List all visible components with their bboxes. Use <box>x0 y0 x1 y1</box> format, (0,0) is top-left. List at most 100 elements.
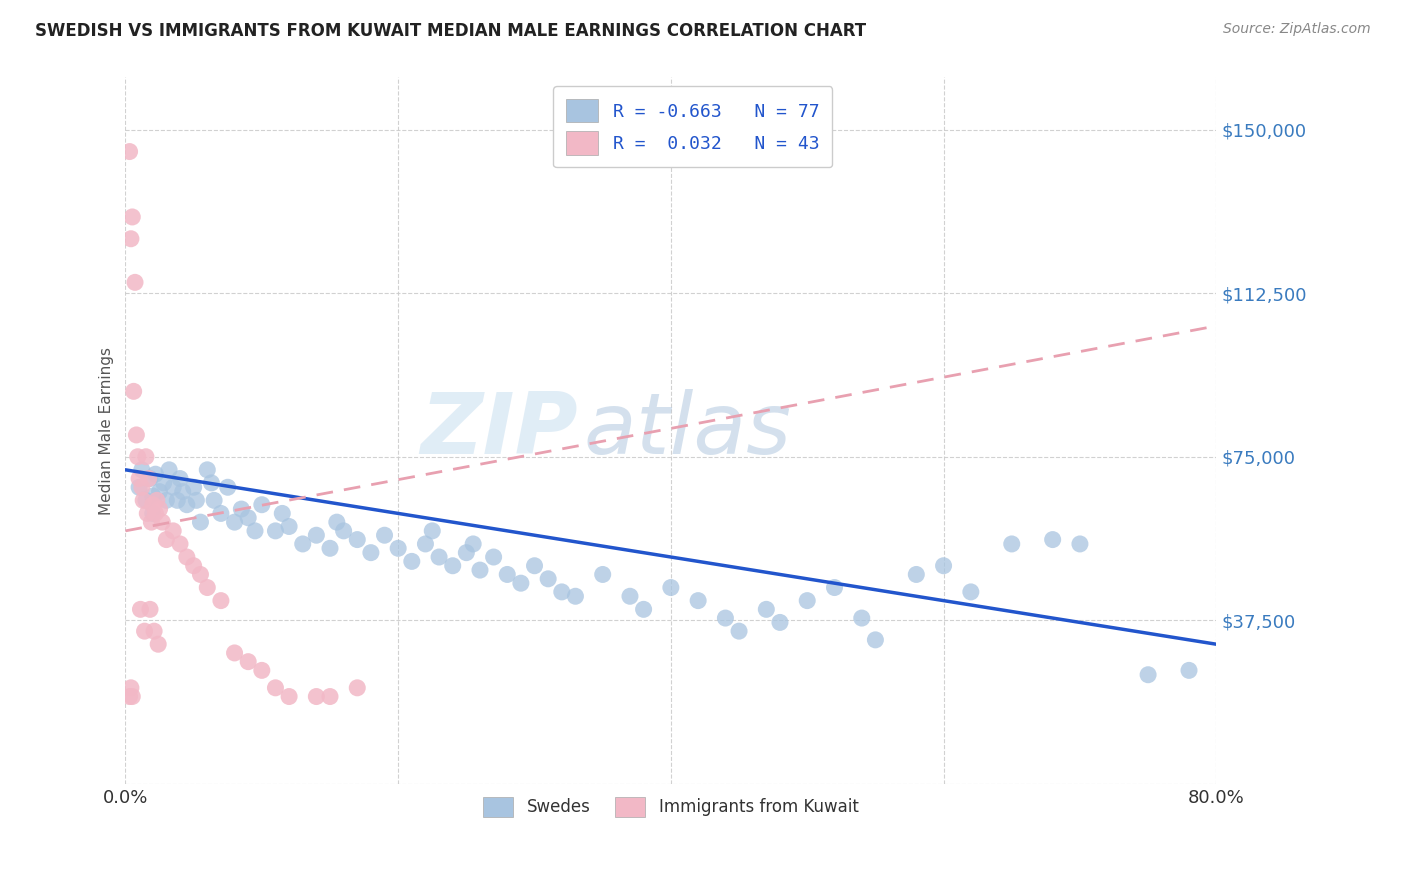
Point <box>169 537 191 551</box>
Point <box>1178 664 1201 678</box>
Point <box>124 276 146 290</box>
Point <box>183 480 205 494</box>
Point <box>224 646 246 660</box>
Point <box>162 480 184 494</box>
Point <box>152 475 174 490</box>
Point <box>346 681 368 695</box>
Point <box>319 690 342 704</box>
Point <box>143 624 166 639</box>
Point <box>714 611 737 625</box>
Point <box>169 471 191 485</box>
Point <box>250 664 273 678</box>
Point <box>148 637 170 651</box>
Point <box>139 471 162 485</box>
Point <box>415 537 437 551</box>
Point <box>346 533 368 547</box>
Point <box>688 593 710 607</box>
Text: ZIP: ZIP <box>420 389 578 472</box>
Point <box>271 507 294 521</box>
Point <box>427 549 450 564</box>
Point <box>150 515 173 529</box>
Point <box>360 546 382 560</box>
Point <box>131 480 153 494</box>
Point <box>243 524 266 538</box>
Point <box>148 502 170 516</box>
Point <box>141 515 163 529</box>
Point <box>441 558 464 573</box>
Point <box>238 510 260 524</box>
Point <box>769 615 792 630</box>
Point <box>291 537 314 551</box>
Point <box>659 581 682 595</box>
Point <box>202 493 225 508</box>
Point <box>186 493 208 508</box>
Point <box>142 507 165 521</box>
Point <box>238 655 260 669</box>
Point <box>120 681 142 695</box>
Point <box>209 507 232 521</box>
Point <box>319 541 342 556</box>
Point <box>960 585 983 599</box>
Point <box>136 507 159 521</box>
Point <box>905 567 928 582</box>
Point <box>250 498 273 512</box>
Point <box>619 589 641 603</box>
Point <box>138 471 160 485</box>
Point <box>135 493 157 508</box>
Point <box>482 549 505 564</box>
Point <box>217 480 239 494</box>
Point <box>155 533 177 547</box>
Point <box>824 581 846 595</box>
Point <box>401 554 423 568</box>
Point <box>523 558 546 573</box>
Point <box>592 567 614 582</box>
Point <box>139 602 162 616</box>
Point <box>509 576 531 591</box>
Point <box>128 471 150 485</box>
Point <box>796 593 818 607</box>
Text: SWEDISH VS IMMIGRANTS FROM KUWAIT MEDIAN MALE EARNINGS CORRELATION CHART: SWEDISH VS IMMIGRANTS FROM KUWAIT MEDIAN… <box>35 22 866 40</box>
Point <box>728 624 751 639</box>
Point <box>496 567 519 582</box>
Point <box>172 484 194 499</box>
Point <box>122 384 145 399</box>
Point <box>134 624 156 639</box>
Point <box>146 493 169 508</box>
Point <box>463 537 485 551</box>
Point <box>332 524 354 538</box>
Point <box>118 145 141 159</box>
Point <box>142 498 165 512</box>
Point <box>131 463 153 477</box>
Point <box>129 602 152 616</box>
Point <box>468 563 491 577</box>
Point <box>190 567 212 582</box>
Point <box>278 519 301 533</box>
Point <box>162 524 184 538</box>
Point <box>120 232 142 246</box>
Point <box>264 524 287 538</box>
Point <box>176 498 198 512</box>
Point <box>145 507 167 521</box>
Point <box>456 546 478 560</box>
Point <box>200 475 222 490</box>
Point <box>305 528 328 542</box>
Point <box>1137 667 1160 681</box>
Point <box>932 558 955 573</box>
Point <box>387 541 409 556</box>
Point <box>537 572 560 586</box>
Point <box>121 210 143 224</box>
Point <box>373 528 395 542</box>
Point <box>420 524 443 538</box>
Legend: Swedes, Immigrants from Kuwait: Swedes, Immigrants from Kuwait <box>475 789 868 825</box>
Point <box>1069 537 1091 551</box>
Point <box>121 690 143 704</box>
Point <box>326 515 349 529</box>
Point <box>209 593 232 607</box>
Point <box>755 602 778 616</box>
Point <box>155 493 177 508</box>
Point <box>148 484 170 499</box>
Text: atlas: atlas <box>583 389 792 472</box>
Text: Source: ZipAtlas.com: Source: ZipAtlas.com <box>1223 22 1371 37</box>
Point <box>166 493 188 508</box>
Point <box>128 480 150 494</box>
